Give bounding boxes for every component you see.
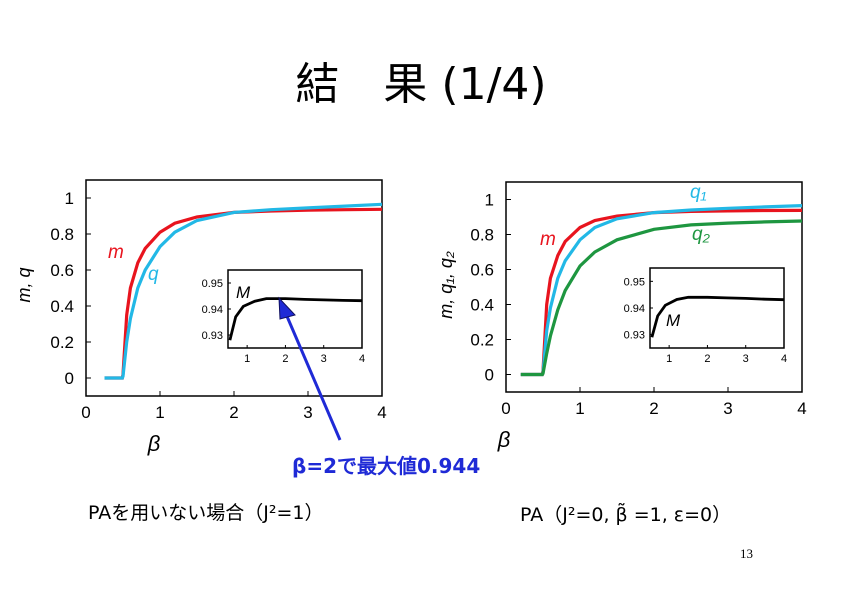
chart-1: 0 1 2 3 4 0 0.2 0.4 0.6 0.8 1 β m, q₁, q₂ m q₁ q₂ 1 2 3 4 0.… [436, 181, 807, 452]
y-tick-label: 0.6 [470, 261, 494, 280]
inset-frame [649, 267, 785, 349]
x-tick-label: 2 [229, 403, 238, 422]
y-axis-label: m, q [14, 267, 34, 302]
x-tick-label: 1 [155, 403, 164, 422]
arrow-shaft [284, 313, 342, 441]
x-tick-label: 0 [501, 399, 510, 418]
y-tick-label: 1 [65, 189, 74, 208]
y-tick-label: 0 [485, 366, 494, 385]
y-tick-label: 0 [65, 369, 74, 388]
arrow-head [278, 296, 296, 320]
inset-chart: 1 2 3 4 0.93 0.94 0.95 M [624, 267, 787, 365]
y-tick-label: 0.4 [470, 296, 494, 315]
inset-x-tick-label: 4 [781, 353, 787, 365]
y-tick-label: 0.8 [470, 226, 494, 245]
x-axis-label: β [497, 427, 511, 452]
x-tick-label: 4 [797, 399, 806, 418]
caption-right: PA（J²=0, β̃ =1, ε=0） [520, 504, 732, 526]
inset-x-tick-label: 3 [743, 353, 749, 365]
series-label: q₂ [692, 224, 711, 245]
y-tick-label: 0.4 [50, 297, 74, 316]
chart-0: 0 1 2 3 4 0 0.2 0.4 0.6 0.8 1 β m, q m q 1 2 3 4 0.93 0.94 0.… [14, 179, 387, 456]
max-value-annotation: β=2で最大値0.944 [292, 454, 481, 478]
y-tick-label: 0.8 [50, 225, 74, 244]
inset-x-tick-label: 1 [666, 353, 672, 365]
y-axis-label: m, q₁, q₂ [436, 251, 456, 319]
y-tick-label: 1 [485, 191, 494, 210]
y-tick-label: 0.6 [50, 261, 74, 280]
inset-y-tick-label: 0.93 [202, 330, 223, 342]
inset-y-tick-label: 0.94 [624, 303, 645, 315]
x-tick-label: 2 [649, 399, 658, 418]
series-label: m [108, 242, 124, 263]
inset-series-label: M [666, 311, 681, 330]
inset-y-tick-label: 0.95 [202, 278, 223, 290]
x-tick-label: 0 [81, 403, 90, 422]
series-label: m [540, 229, 556, 250]
series-label: q₁ [690, 182, 707, 203]
y-tick-label: 0.2 [50, 333, 74, 352]
x-tick-label: 3 [723, 399, 732, 418]
page-number: 13 [740, 546, 753, 561]
inset-series-line [650, 295, 785, 338]
caption-left: PAを用いない場合（J²=1） [88, 502, 324, 524]
annotation-arrow [278, 296, 342, 441]
x-axis-label: β [147, 431, 161, 456]
inset-x-tick-label: 1 [244, 353, 250, 365]
x-tick-label: 3 [303, 403, 312, 422]
series-label: q [148, 264, 159, 285]
y-tick-label: 0.2 [470, 331, 494, 350]
inset-series-line [228, 297, 363, 341]
inset-y-tick-label: 0.94 [202, 304, 223, 316]
inset-x-tick-label: 4 [359, 353, 365, 365]
x-tick-label: 4 [377, 403, 386, 422]
inset-x-tick-label: 2 [282, 353, 288, 365]
series-line-q [104, 202, 383, 380]
inset-x-tick-label: 2 [704, 353, 710, 365]
series-line-q₂ [520, 219, 803, 377]
inset-series-label: M [236, 283, 251, 302]
inset-y-tick-label: 0.93 [624, 330, 645, 342]
slide-title: 結 果 (1/4) [295, 59, 547, 110]
inset-y-tick-label: 0.95 [624, 276, 645, 288]
x-tick-label: 1 [575, 399, 584, 418]
inset-x-tick-label: 3 [321, 353, 327, 365]
